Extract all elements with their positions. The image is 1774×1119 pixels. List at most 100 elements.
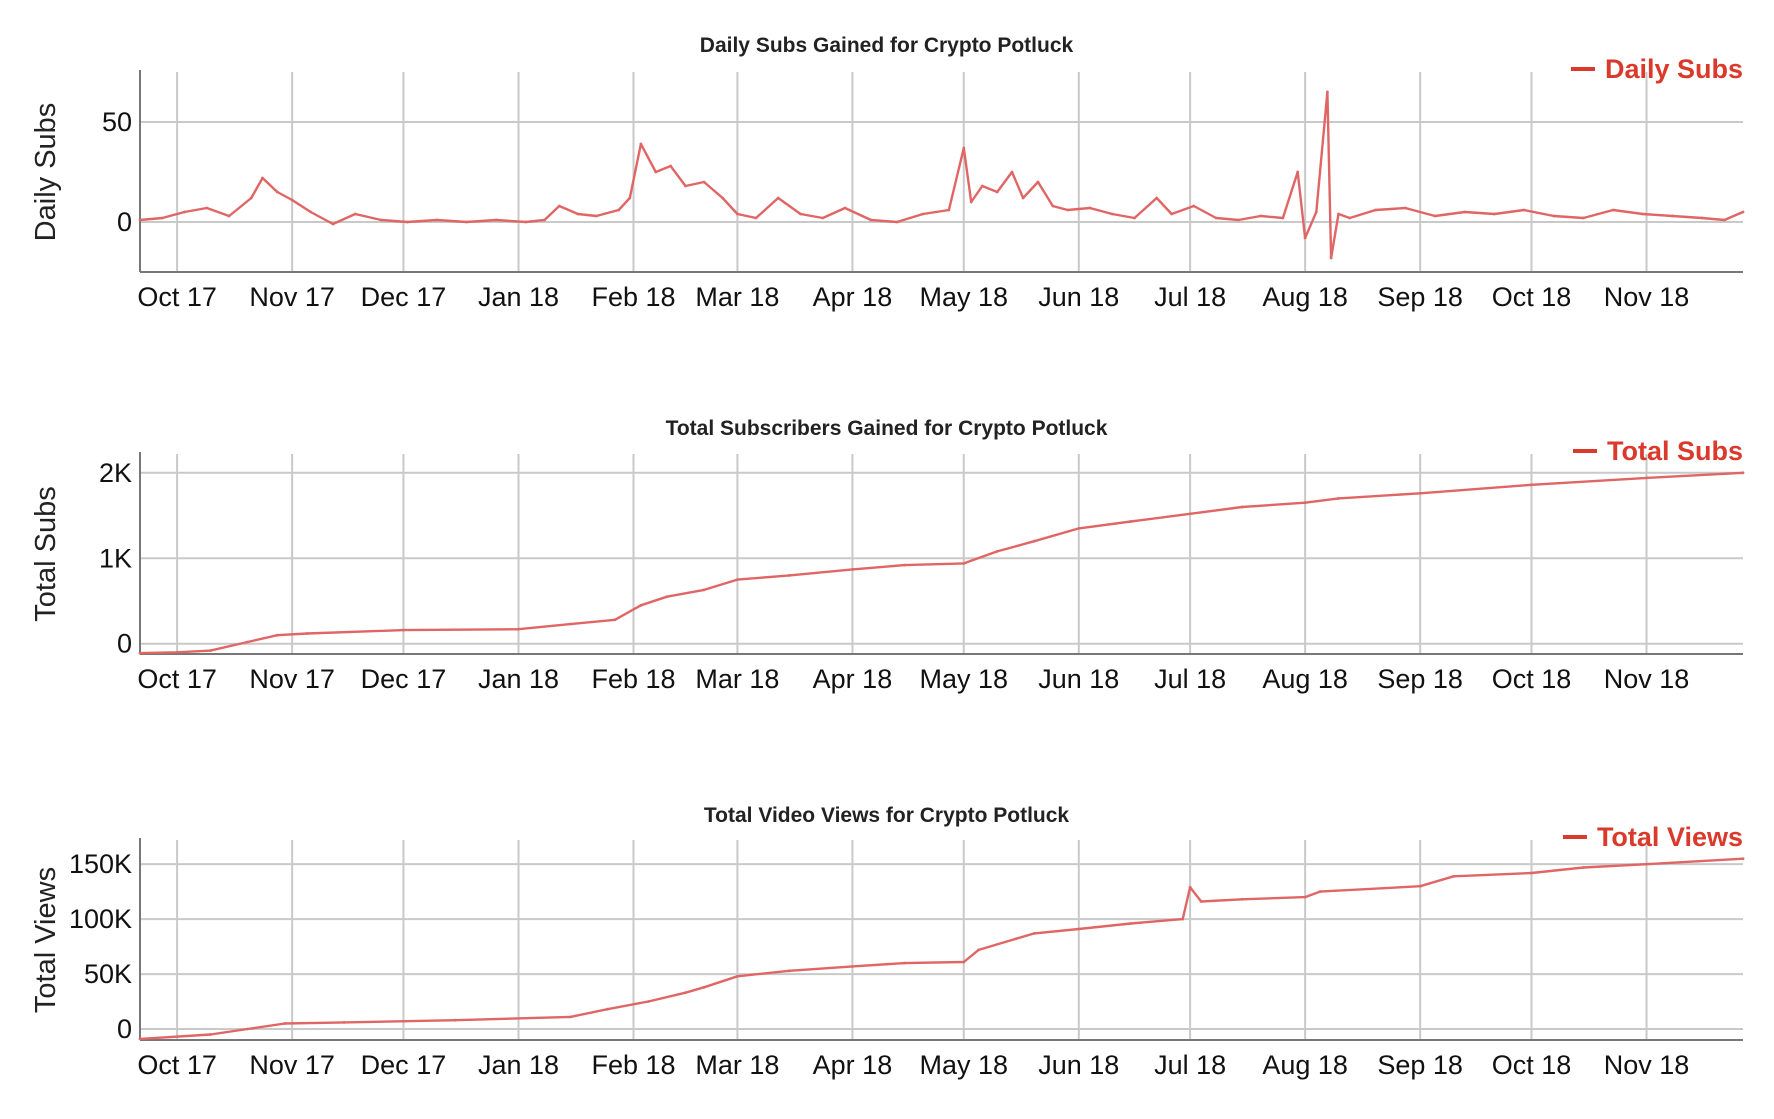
- x-tick-label: Dec 17: [361, 282, 447, 312]
- x-tick-label: Oct 17: [137, 282, 217, 312]
- data-point: [1110, 212, 1114, 216]
- data-point: [962, 146, 966, 150]
- data-point: [1010, 170, 1014, 174]
- data-point: [227, 214, 231, 218]
- data-point: [1240, 505, 1244, 509]
- x-tick-label: Oct 18: [1492, 282, 1572, 312]
- data-point: [379, 218, 383, 222]
- data-point: [962, 960, 966, 964]
- data-point: [995, 550, 999, 553]
- data-point: [969, 200, 973, 204]
- data-point: [138, 1037, 142, 1041]
- data-point: [684, 184, 687, 188]
- data-point: [995, 190, 999, 194]
- y-tick-label: 0: [117, 1014, 132, 1044]
- data-point: [454, 1018, 457, 1022]
- data-point: [342, 1021, 346, 1024]
- x-tick-label: Nov 18: [1604, 282, 1690, 312]
- data-point: [1303, 236, 1307, 240]
- data-point: [595, 214, 598, 218]
- x-tick-label: Feb 18: [591, 664, 675, 694]
- data-point: [903, 563, 906, 567]
- x-tick-label: Aug 18: [1262, 282, 1348, 312]
- data-point: [1259, 214, 1262, 218]
- data-point: [261, 176, 264, 180]
- y-tick-label: 50K: [84, 959, 132, 989]
- data-point: [138, 218, 142, 222]
- data-point: [405, 220, 409, 224]
- data-point: [754, 216, 758, 220]
- data-point: [1170, 212, 1173, 216]
- data-point: [160, 216, 164, 220]
- data-point: [962, 562, 966, 565]
- series-line: [139, 471, 1744, 655]
- data-point: [1530, 483, 1533, 487]
- data-point: [175, 650, 179, 654]
- data-point: [1188, 885, 1192, 889]
- data-point: [1326, 90, 1329, 94]
- x-tick-label: Mar 18: [695, 1050, 779, 1080]
- data-point: [647, 1000, 650, 1003]
- x-tick-label: Jan 18: [478, 282, 559, 312]
- data-point: [283, 1022, 287, 1025]
- data-point: [851, 568, 854, 571]
- data-point: [209, 649, 212, 652]
- data-point: [702, 588, 706, 592]
- data-point: [1522, 208, 1526, 212]
- x-tick-label: Dec 17: [361, 664, 447, 694]
- data-point: [869, 218, 873, 222]
- data-point: [205, 206, 209, 210]
- data-point: [606, 1007, 609, 1011]
- x-tick-label: Nov 17: [249, 1050, 335, 1080]
- data-point: [788, 969, 791, 973]
- data-point: [1077, 927, 1081, 931]
- data-point: [1329, 256, 1333, 260]
- data-point: [1155, 196, 1159, 200]
- data-point: [309, 210, 313, 214]
- data-point: [1741, 857, 1745, 861]
- x-tick-label: Aug 18: [1262, 664, 1348, 694]
- chart-title: Total Video Views for Crypto Potluck: [704, 804, 1070, 827]
- chart-panel-1: Daily Subs Gained for Crypto Potluck Dail…: [30, 34, 1745, 312]
- x-tick-label: Sep 18: [1377, 664, 1463, 694]
- data-point: [1723, 218, 1726, 222]
- data-point: [1032, 539, 1036, 543]
- x-tick-label: May 18: [919, 1050, 1008, 1080]
- data-point: [669, 164, 672, 168]
- data-point: [1192, 204, 1196, 208]
- x-tick-label: Jun 18: [1038, 282, 1119, 312]
- data-point: [435, 218, 439, 222]
- data-point: [1530, 871, 1533, 875]
- data-point: [821, 216, 825, 220]
- data-point: [1303, 895, 1307, 899]
- y-tick-label: 0: [117, 207, 132, 237]
- data-point: [1452, 874, 1455, 878]
- data-point: [921, 212, 925, 216]
- data-point: [1418, 884, 1422, 888]
- x-tick-label: Apr 18: [813, 1050, 893, 1080]
- data-point: [1337, 212, 1340, 216]
- chart-panel-2: Total Subscribers Gained for Crypto Potl…: [30, 417, 1745, 694]
- legend-label: Daily Subs: [1605, 54, 1743, 84]
- x-tick-label: Jan 18: [478, 1050, 559, 1080]
- x-tick-label: Nov 18: [1604, 1050, 1690, 1080]
- y-tick-label: 2K: [99, 458, 132, 488]
- data-point: [736, 974, 739, 978]
- data-point: [543, 218, 546, 222]
- data-point: [1741, 471, 1745, 475]
- data-point: [275, 633, 279, 637]
- data-point: [665, 595, 669, 599]
- data-point: [1645, 862, 1648, 866]
- data-point: [613, 618, 617, 622]
- data-point: [980, 184, 984, 188]
- data-point: [1611, 208, 1615, 212]
- data-point: [305, 632, 309, 635]
- data-point: [1181, 917, 1185, 921]
- data-point: [1403, 206, 1407, 210]
- data-point: [1641, 212, 1645, 216]
- data-point: [1014, 937, 1018, 941]
- data-point: [628, 196, 632, 200]
- x-tick-label: Jun 18: [1038, 664, 1119, 694]
- x-tick-label: Oct 18: [1492, 1050, 1572, 1080]
